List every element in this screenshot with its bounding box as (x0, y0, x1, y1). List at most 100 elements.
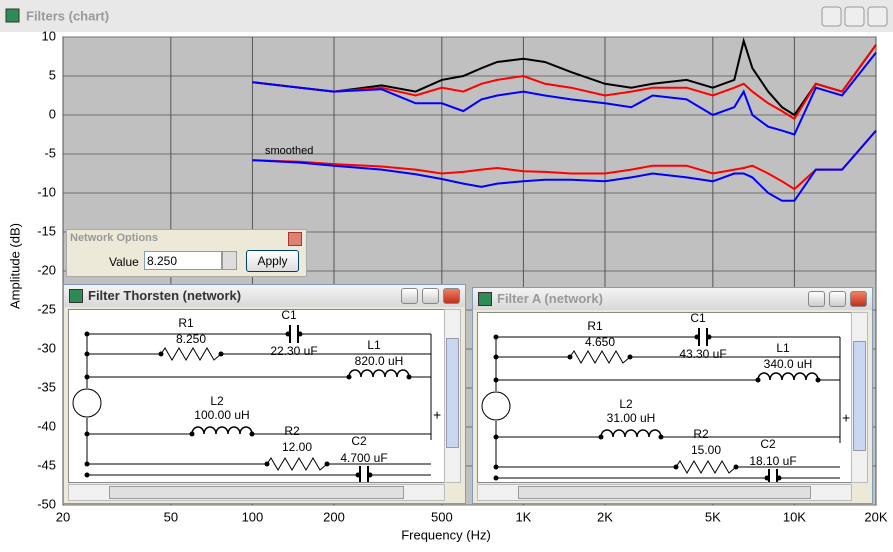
maximize-button[interactable] (422, 288, 439, 304)
x-tick-label: 20 (56, 509, 70, 524)
spin-button[interactable] (222, 251, 237, 270)
component-value: 18.10 uF (749, 454, 796, 468)
horizontal-scrollbar[interactable] (477, 484, 852, 501)
close-button[interactable] (288, 232, 302, 246)
scroll-thumb[interactable] (853, 341, 866, 451)
apply-button[interactable]: Apply (246, 250, 299, 272)
scroll-thumb[interactable] (109, 486, 404, 499)
x-tick-label: 1K (515, 509, 531, 524)
component-value: 43.30 uF (679, 347, 726, 361)
inductor (757, 372, 819, 381)
x-tick-label: 100 (242, 509, 264, 524)
scroll-thumb[interactable] (446, 338, 459, 448)
minimize-button[interactable] (808, 291, 825, 307)
junction (84, 461, 90, 467)
y-tick-label: -35 (37, 379, 56, 394)
x-tick-label: 20K (864, 509, 887, 524)
component-value: 100.00 uH (194, 408, 249, 422)
maximize-button[interactable] (844, 6, 865, 27)
component-value: 340.0 uH (764, 357, 813, 371)
series-line (252, 129, 877, 202)
junction (493, 464, 499, 470)
vertical-scrollbar[interactable] (851, 312, 868, 483)
y-tick-label: -5 (44, 145, 56, 160)
y-tick-label: -10 (37, 184, 56, 199)
circuit-area: + R1 8.250 C1 22.30 uF L1 820.0 uH L2 100.00 uH R… (68, 308, 445, 484)
series-line (252, 51, 877, 136)
x-tick-label: 2K (597, 509, 613, 524)
close-button[interactable] (850, 291, 867, 307)
x-tick-label: 50 (164, 509, 178, 524)
scroll-thumb[interactable] (518, 486, 811, 499)
component-name: L2 (210, 394, 224, 408)
junction (84, 331, 90, 337)
minimize-button[interactable] (401, 288, 418, 304)
component-value: 31.00 uH (607, 411, 656, 425)
y-axis-label: Amplitude (dB) (7, 223, 22, 309)
component-name: C2 (760, 437, 776, 451)
value-label: Value (109, 255, 139, 269)
title-bar (0, 0, 893, 32)
close-button[interactable] (443, 288, 460, 304)
minimize-button[interactable] (821, 6, 842, 27)
network-window: Filter Thorsten (network) + R1 8.250 C1 22.30… (63, 284, 466, 504)
component-value: 4.650 (585, 335, 615, 349)
junction (493, 334, 499, 340)
y-tick-label: -45 (37, 457, 56, 472)
vertical-scrollbar[interactable] (444, 309, 461, 483)
series-line (252, 44, 877, 121)
window-icon (69, 289, 83, 303)
plus-sign: + (433, 407, 441, 423)
y-tick-label: 0 (49, 106, 56, 121)
network-options-window: Network Options Value 8.250 Apply (66, 229, 307, 277)
window-icon (478, 292, 492, 306)
maximize-button[interactable] (829, 291, 846, 307)
network-window: Filter A (network) + R1 4.650 C1 43.30 uF L1 34… (472, 287, 873, 504)
resistor (569, 350, 631, 364)
component-name: C1 (690, 313, 706, 325)
component-name: L2 (619, 397, 633, 411)
junction (493, 475, 499, 481)
component-name: C2 (351, 434, 367, 448)
component-name: R1 (178, 316, 194, 330)
y-tick-label: -20 (37, 262, 56, 277)
circuit-area: + R1 4.650 C1 43.30 uF L1 340.0 uH L2 31.00 uH R2… (477, 311, 852, 487)
window-title: Filters (chart) (26, 8, 109, 23)
source (481, 391, 511, 421)
resistor (675, 460, 737, 474)
component-value: 12.00 (282, 440, 312, 454)
junction (84, 472, 90, 478)
annotation: smoothed (265, 145, 313, 157)
junction (84, 351, 90, 357)
x-tick-label: 5K (705, 509, 721, 524)
source (72, 388, 102, 418)
close-button[interactable] (867, 6, 888, 27)
series-line (252, 37, 877, 117)
x-tick-label: 10K (783, 509, 806, 524)
component-name: L1 (367, 338, 381, 352)
y-tick-label: 10 (42, 28, 56, 43)
x-tick-label: 500 (431, 509, 453, 524)
horizontal-scrollbar[interactable] (68, 484, 445, 501)
title-bar: Filter Thorsten (network) (64, 285, 465, 307)
junction (84, 431, 90, 437)
junction (84, 374, 90, 380)
value-input[interactable]: 8.250 (144, 251, 222, 270)
junction (493, 434, 499, 440)
y-tick-label: -30 (37, 340, 56, 355)
title-bar: Filter A (network) (473, 288, 872, 310)
component-name: R2 (693, 427, 709, 441)
component-value: 15.00 (691, 443, 721, 457)
component-value: 8.250 (176, 332, 206, 346)
app-icon (5, 8, 20, 23)
resistor (160, 347, 222, 361)
x-axis-label: Frequency (Hz) (401, 527, 491, 542)
plus-sign: + (842, 410, 850, 426)
inductor (191, 426, 253, 435)
junction (493, 377, 499, 383)
junction (493, 354, 499, 360)
